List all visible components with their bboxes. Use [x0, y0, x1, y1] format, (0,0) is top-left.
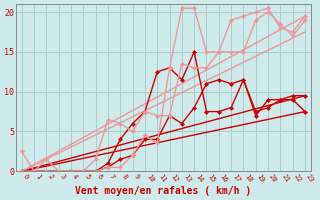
- X-axis label: Vent moyen/en rafales ( km/h ): Vent moyen/en rafales ( km/h ): [75, 186, 252, 196]
